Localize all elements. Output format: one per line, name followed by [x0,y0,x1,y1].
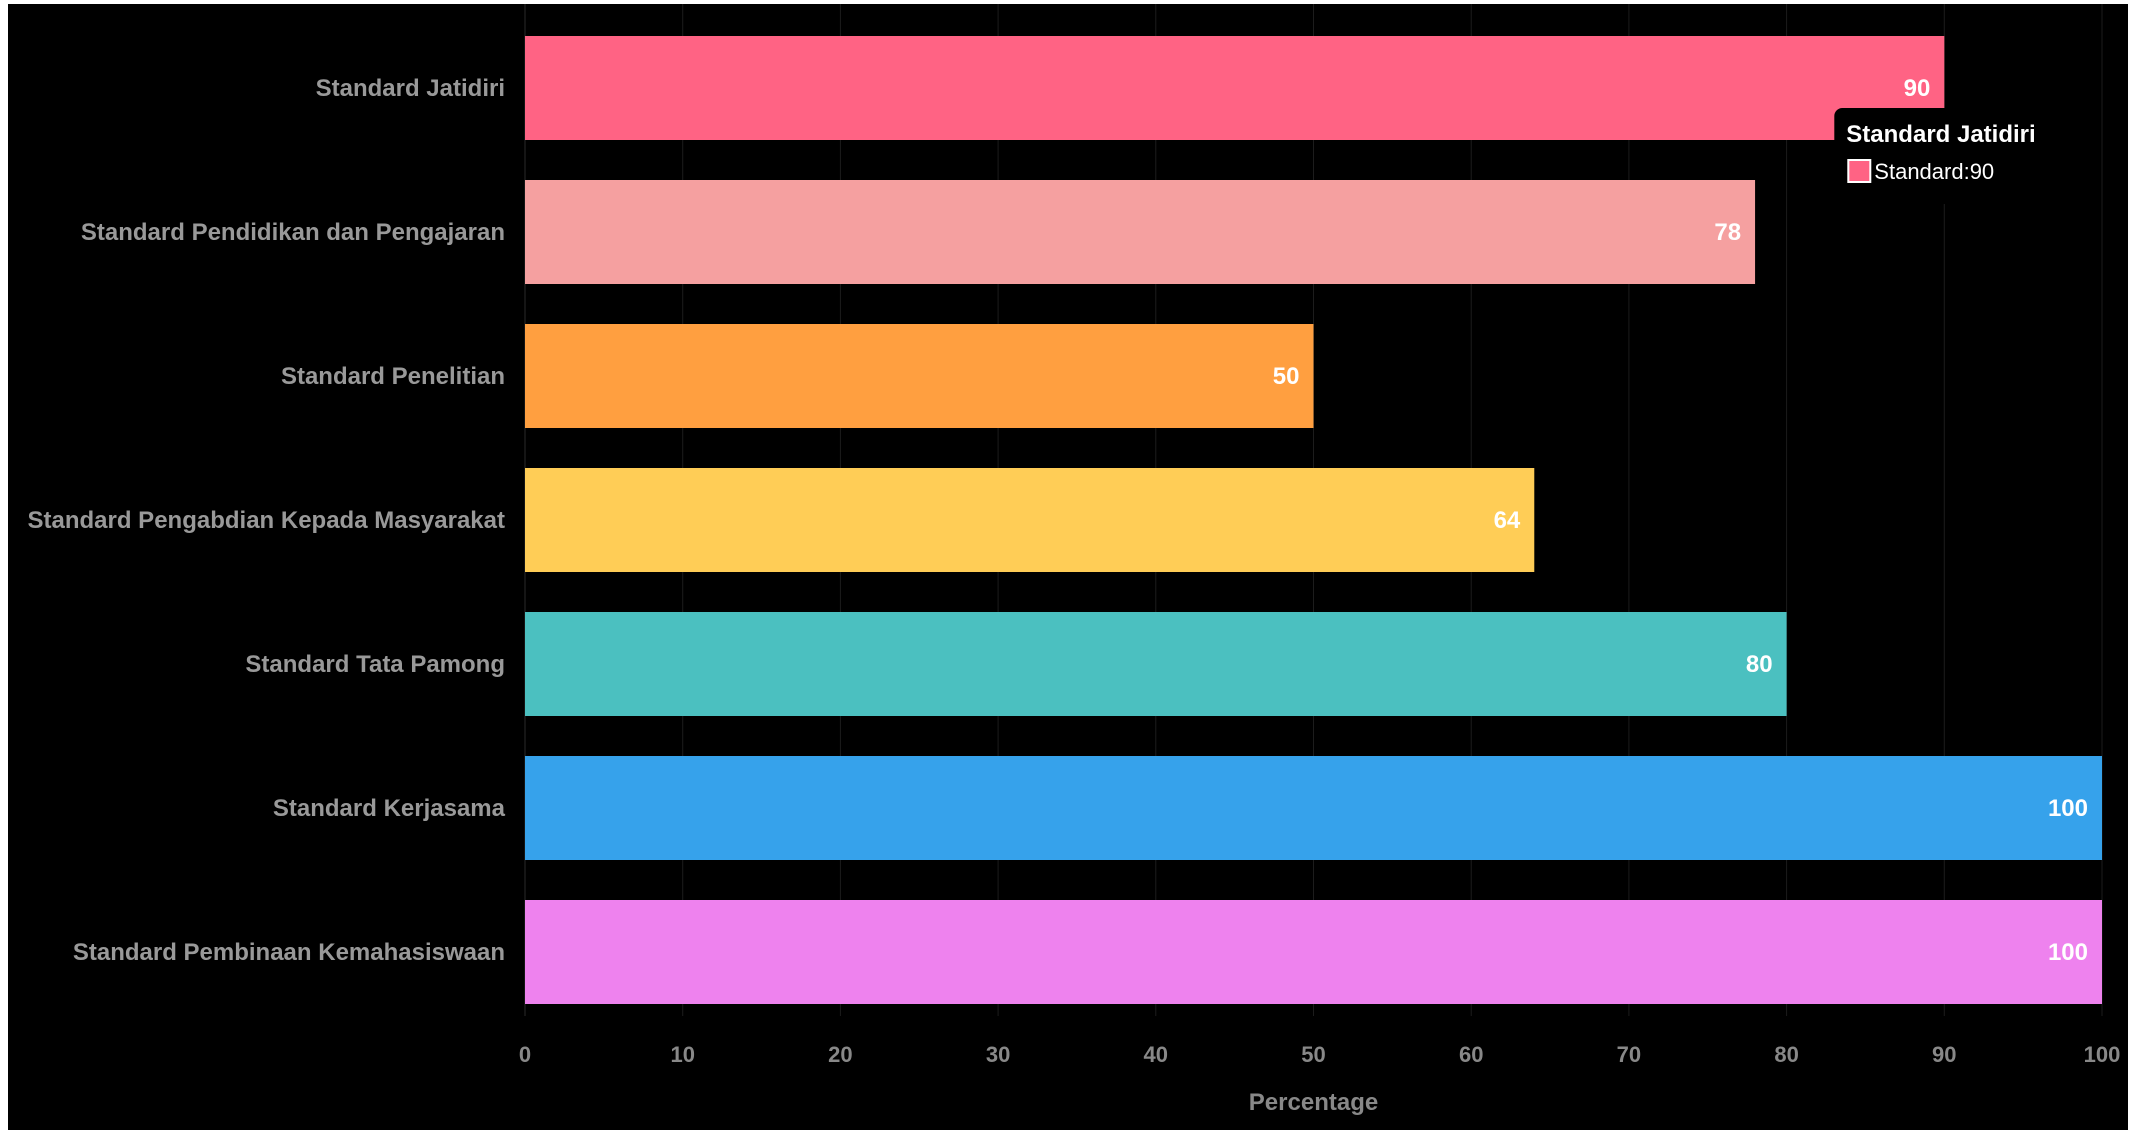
tooltip-color-swatch [1847,159,1872,183]
category-label: Standard Kerjasama [273,795,506,822]
data-label: 80 [1746,651,1773,678]
data-label: 64 [1494,507,1521,534]
bar[interactable] [525,756,2102,860]
x-tick-label: 70 [1617,1042,1641,1067]
category-label: Standard Penelitian [281,363,505,390]
labels-layer: Standard Jatidiri 90 Standard Pendidikan d… [28,75,2089,966]
x-axis-title: Percentage [1249,1089,1378,1116]
bar[interactable] [525,468,1535,572]
data-label: 78 [1714,219,1741,246]
x-tick-label: 40 [1144,1042,1168,1067]
category-label: Standard Tata Pamong [245,651,505,678]
data-label: 90 [1904,75,1931,102]
x-tick-label: 20 [828,1042,852,1067]
x-tick-label: 90 [1932,1042,1956,1067]
data-label: 100 [2048,939,2088,966]
x-tick-label: 10 [670,1042,694,1067]
category-label: Standard Pendidikan dan Pengajaran [81,219,505,246]
x-tick-label: 60 [1459,1042,1483,1067]
x-tick-label: 80 [1774,1042,1798,1067]
x-tick-label: 100 [2084,1042,2121,1067]
tooltip-entry: Standard:90 [1874,159,1994,184]
bar[interactable] [525,324,1314,428]
tooltip-box [1834,108,2075,204]
bar[interactable] [525,612,1787,716]
data-label: 50 [1273,363,1300,390]
chart-panel: Standard Jatidiri 90 Standard Pendidikan d… [8,4,2128,1130]
data-label: 100 [2048,795,2088,822]
tooltip: Standard Jatidiri Standard:90 [1834,108,2075,204]
category-label: Standard Pembinaan Kemahasiswaan [73,939,505,966]
x-tick-label: 50 [1301,1042,1325,1067]
bar[interactable] [525,900,2102,1004]
category-label: Standard Jatidiri [316,75,505,102]
x-tick-labels: 0 10 20 30 40 50 60 70 80 90 100 [519,1042,2120,1067]
x-tick-label: 30 [986,1042,1010,1067]
tooltip-title: Standard Jatidiri [1846,121,2035,148]
category-label: Standard Pengabdian Kepada Masyarakat [28,507,506,534]
bar[interactable] [525,36,1945,140]
horizontal-bar-chart: Standard Jatidiri 90 Standard Pendidikan d… [28,4,2120,1116]
x-tick-label: 0 [519,1042,531,1067]
bar[interactable] [525,180,1756,284]
bars-layer [525,36,2102,1004]
